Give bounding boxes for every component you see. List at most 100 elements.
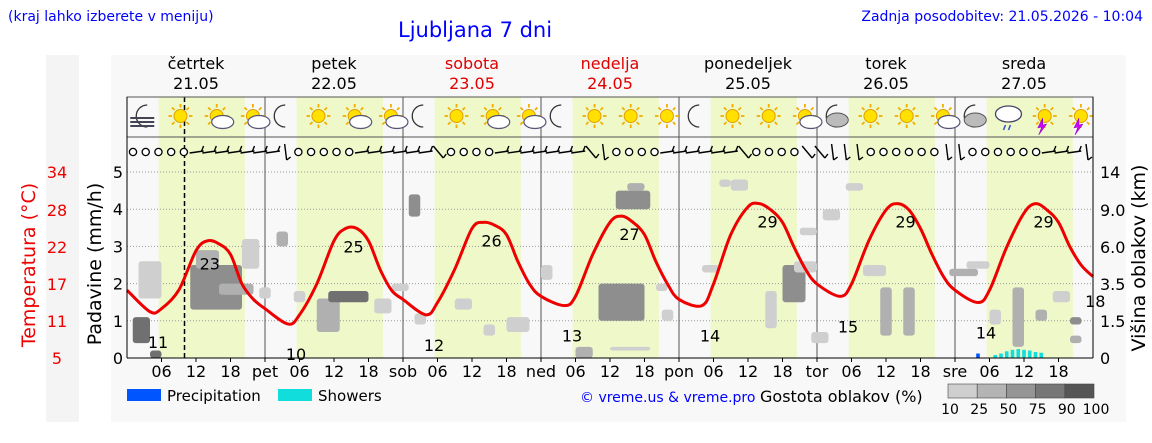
copyright-link[interactable]: © vreme.us & vreme.pro <box>580 390 755 406</box>
cloud-patch <box>966 261 990 269</box>
wind-barb <box>571 150 586 154</box>
sun-ray <box>309 121 314 126</box>
wind-barb-tick <box>735 145 739 152</box>
wind-barb <box>227 150 242 154</box>
wind-barb <box>830 143 835 161</box>
moon-shape <box>687 104 700 128</box>
sun-cloud-icon <box>342 104 373 130</box>
precipitation-tick-label: 2 <box>113 275 123 294</box>
sun-cloud-icon <box>378 104 409 130</box>
wind-calm-circle <box>344 147 354 157</box>
wind-calm-circle <box>484 147 494 157</box>
wind-barb <box>738 145 750 159</box>
showers-bar <box>993 355 998 358</box>
x-tick-label: 06 <box>703 362 723 381</box>
sun-icon <box>582 104 607 128</box>
wind-barb-tick <box>858 156 864 161</box>
wind-barb <box>801 145 813 159</box>
showers-legend-swatch <box>278 389 312 401</box>
x-tick-label: 06 <box>841 362 861 381</box>
wind-barb-tick <box>960 156 966 161</box>
showers-legend-label: Showers <box>318 387 382 405</box>
wind-calm-circle <box>968 147 977 157</box>
sun-ray <box>723 121 728 126</box>
day-name: sobota <box>445 54 499 73</box>
sun-ray <box>795 106 800 111</box>
wind-calm-circle <box>764 147 774 157</box>
wind-barb-row <box>128 143 1093 161</box>
sun-disc <box>761 109 776 123</box>
cloud-density-legend: 10 25 50 75 90 100 <box>941 383 1109 418</box>
wind-barb-tick <box>417 145 421 152</box>
temperature-tick-label: 17 <box>47 275 67 294</box>
cloud-patch <box>454 298 472 310</box>
cloud-patch <box>242 238 260 269</box>
x-tick-label: ned <box>526 362 556 381</box>
day-date: 23.05 <box>449 74 495 93</box>
x-tick-label: 06 <box>151 362 171 381</box>
cloud-patch <box>598 283 645 321</box>
sun-ray <box>1050 121 1054 126</box>
moon-icon <box>411 104 424 128</box>
showers-bar <box>1033 352 1038 358</box>
cloud-patch <box>719 179 731 187</box>
x-tick-label: pon <box>664 362 694 381</box>
wind-barb-tick <box>557 145 561 152</box>
sun-ray <box>498 106 502 111</box>
x-tick-label: 12 <box>738 362 758 381</box>
cloud-height-tick-label: 6.0 <box>1100 238 1125 257</box>
sun-disc <box>1073 109 1088 123</box>
wind-calm-circle <box>980 147 990 157</box>
wind-barb <box>418 150 433 154</box>
temperature-label: 25 <box>343 238 363 257</box>
thunder-sun-icon <box>1032 104 1057 136</box>
sun-disc <box>899 109 914 123</box>
sun-ray <box>345 121 350 126</box>
sun-ray <box>795 121 800 126</box>
sun-cloud-icon <box>240 104 271 130</box>
x-tick-label: 12 <box>462 362 482 381</box>
x-tick-label: 18 <box>1048 362 1068 381</box>
wind-barb <box>253 150 268 154</box>
wind-barb <box>532 150 548 154</box>
cloud-patch <box>1035 309 1047 321</box>
wind-barb-tick <box>518 145 523 152</box>
wind-barb-tick <box>506 145 510 152</box>
sun-ray <box>621 121 626 126</box>
cloud-patch <box>575 346 593 358</box>
sun-ray <box>585 121 590 126</box>
temperature-label: 29 <box>757 213 777 232</box>
wind-barb <box>1085 143 1089 161</box>
sun-ray <box>222 106 226 111</box>
cloud-shape <box>963 112 987 128</box>
day-name: petek <box>311 54 357 73</box>
wind-barb <box>405 150 420 154</box>
city-hint-link[interactable]: (kraj lahko izberete v meniju) <box>8 9 214 25</box>
wind-barb-tick <box>239 145 243 152</box>
wind-calm-circle <box>472 147 481 157</box>
sun-ray <box>243 121 248 126</box>
wind-barb-tick <box>391 145 396 152</box>
wind-barb-tick <box>429 145 434 152</box>
cloud-density-swatch <box>1006 383 1036 399</box>
cloud-patch <box>1070 317 1082 325</box>
sun-ray <box>759 121 764 126</box>
wind-calm-circle <box>917 147 926 157</box>
sun-ray <box>875 106 880 111</box>
sun-ray <box>774 106 778 111</box>
sun-ray <box>243 106 248 111</box>
wind-barb-tick <box>1078 145 1082 152</box>
wind-calm-circle <box>179 147 189 157</box>
x-tick-label: tor <box>806 362 829 381</box>
sun-ray <box>672 121 677 126</box>
x-tick-label: 12 <box>186 362 206 381</box>
cloud-shape <box>994 105 1023 123</box>
day-name: sreda <box>1002 54 1046 73</box>
sun-ray <box>897 121 902 126</box>
cloud-height-tick-label: 0 <box>1100 349 1110 368</box>
cloud-density-step-label: 75 <box>1029 402 1047 418</box>
daylight-band <box>434 97 521 358</box>
cloud-shape <box>247 114 271 130</box>
moon-cloud-icon <box>963 104 987 128</box>
